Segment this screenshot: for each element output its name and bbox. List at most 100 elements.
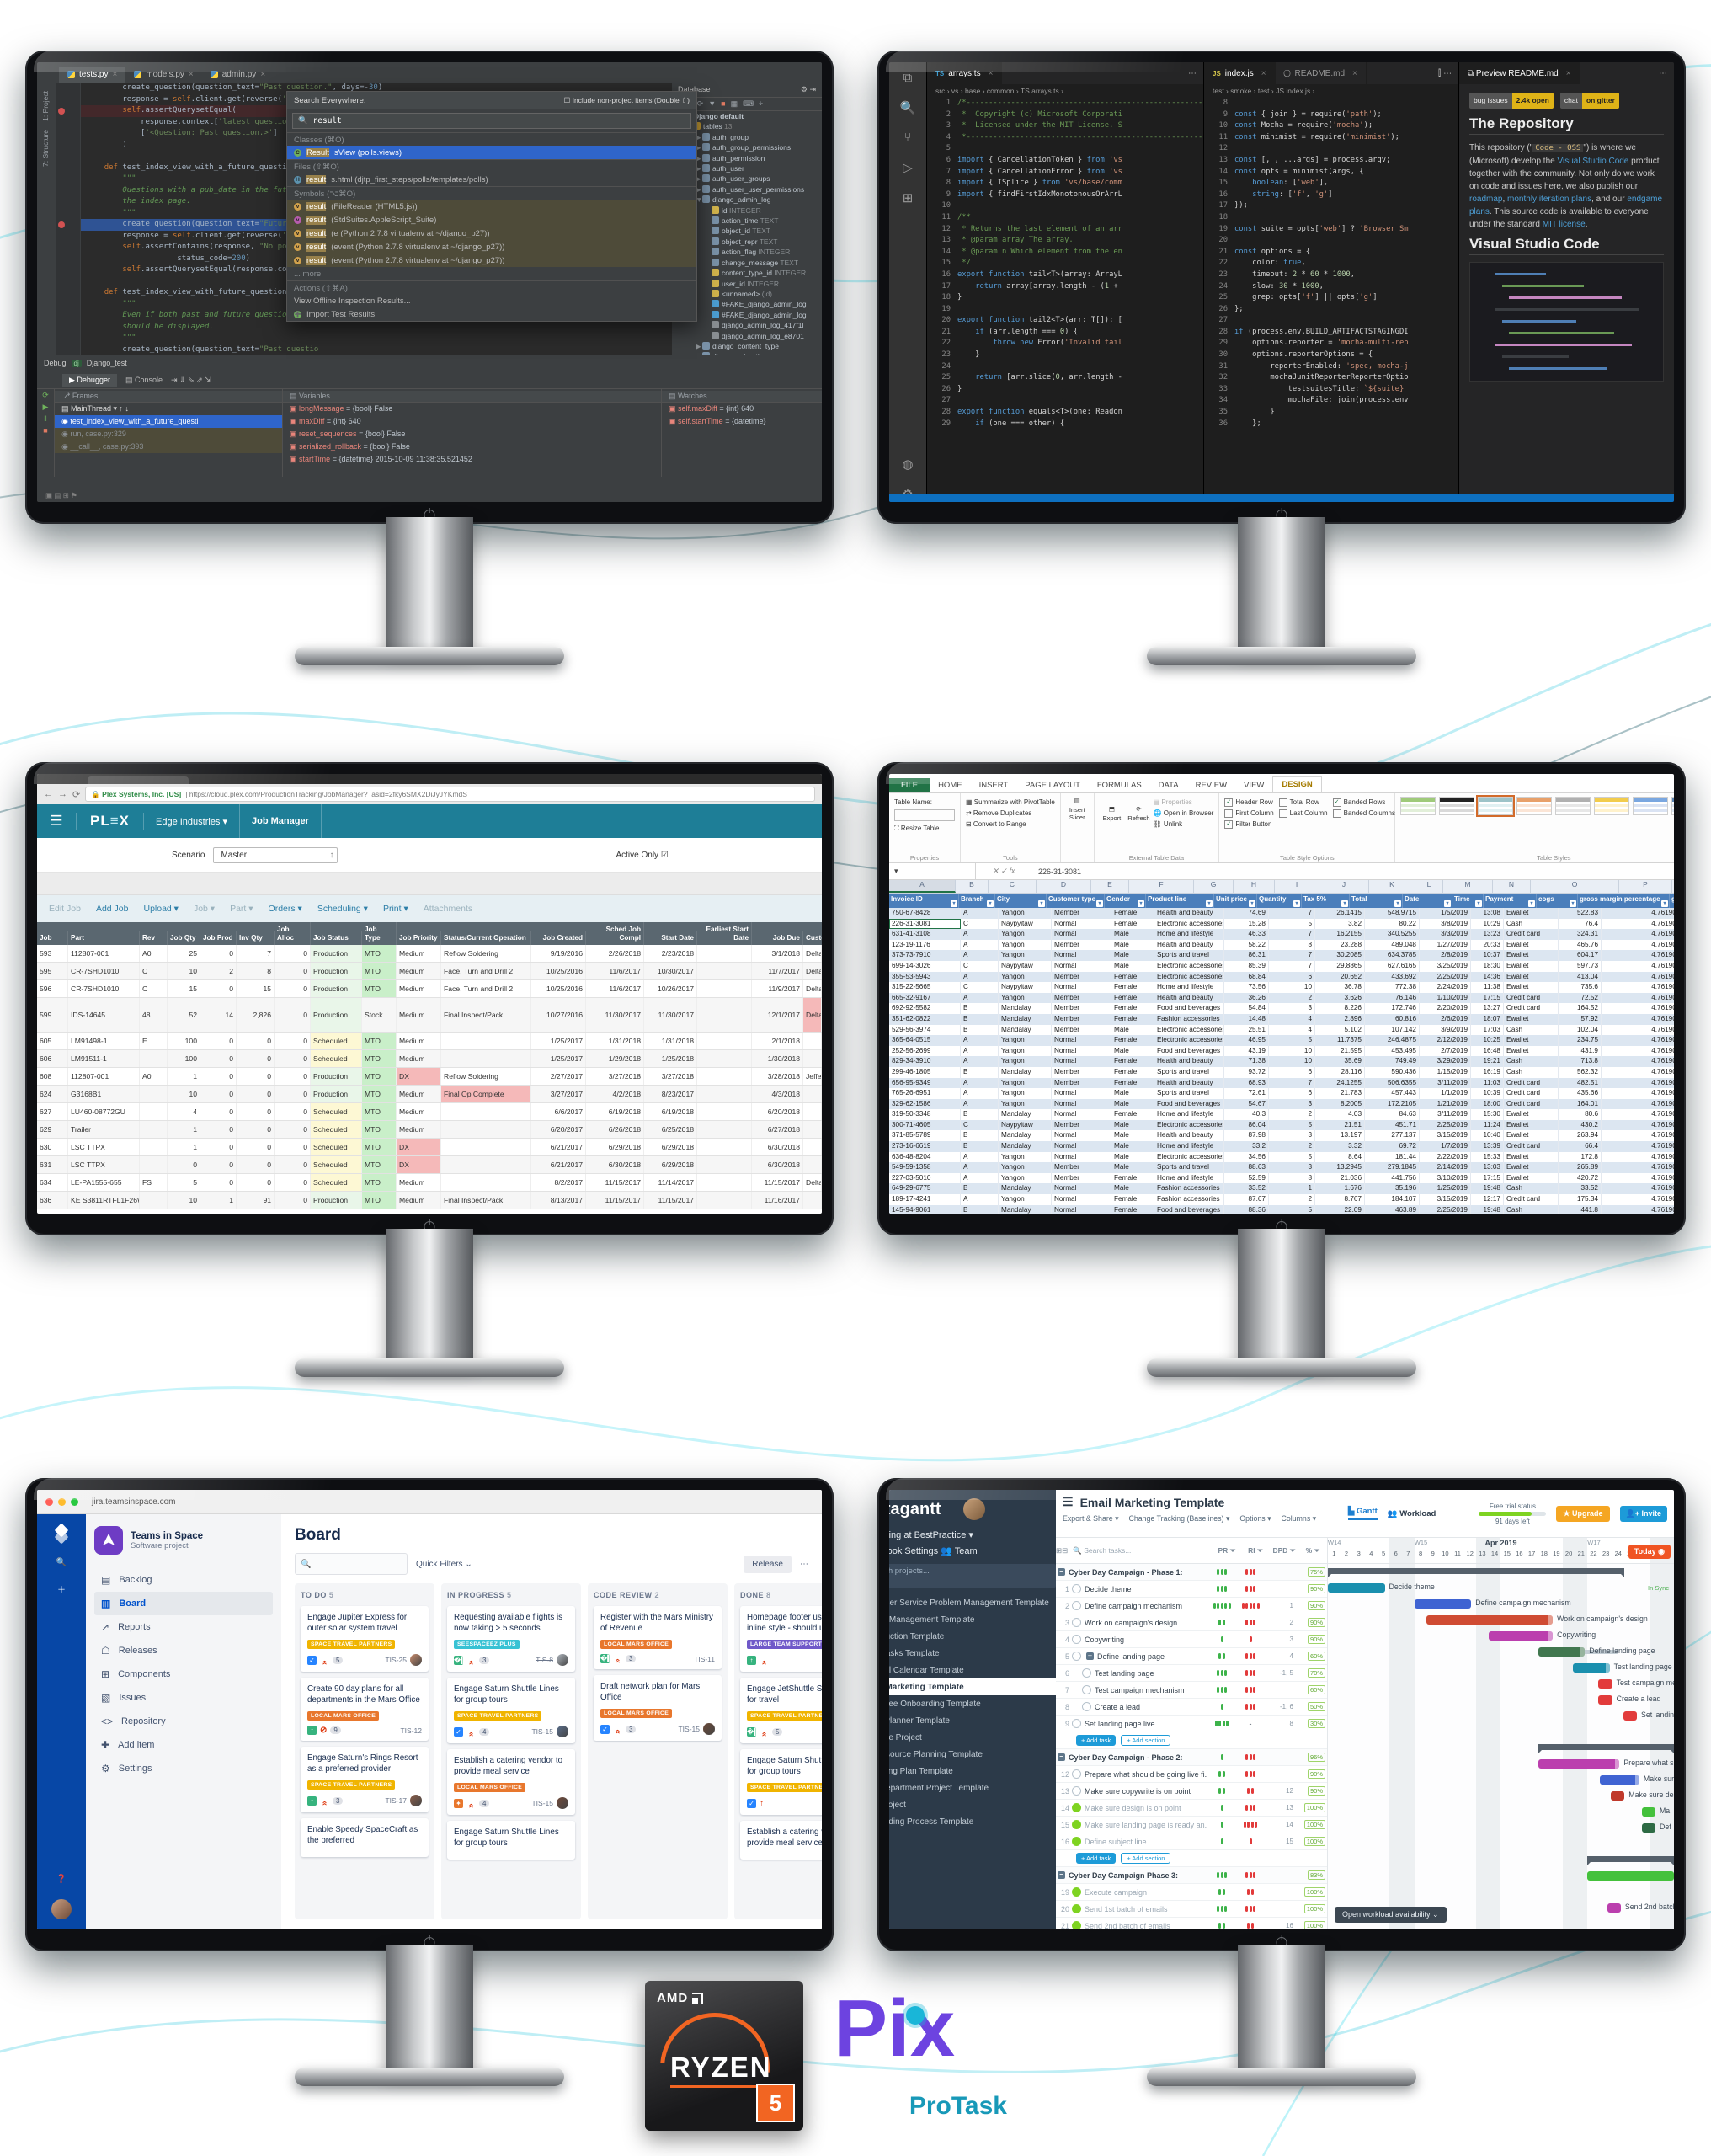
cell[interactable]: 3/3/2019	[1420, 929, 1471, 940]
table-cell[interactable]: MTO	[362, 945, 397, 962]
table-cell[interactable]: 0	[200, 1156, 237, 1173]
cell[interactable]: Ewallet	[1504, 950, 1559, 961]
cell[interactable]: Member	[1052, 1066, 1111, 1078]
table-cell[interactable]: CR-7SHD1010	[68, 963, 140, 979]
assignee-avatar[interactable]	[557, 1797, 568, 1809]
table-cell[interactable]: 11/15/2017	[644, 1192, 697, 1209]
collapse-icon[interactable]: –	[1086, 1652, 1094, 1660]
tree-node[interactable]: object_id TEXT	[672, 226, 822, 236]
menu-hamburger-icon[interactable]: ☰	[1063, 1495, 1074, 1508]
column-letter-K[interactable]: K	[1369, 880, 1415, 893]
ribbon-tab-review[interactable]: REVIEW	[1195, 781, 1228, 790]
task-row[interactable]: 13 Make sure copywrite is on point 12 90%	[1056, 1783, 1327, 1800]
cell[interactable]: 329-62-1586	[889, 1098, 961, 1110]
cell[interactable]: A	[961, 1151, 999, 1163]
filter-button-icon[interactable]: ▾	[987, 900, 994, 907]
readme-link[interactable]: MIT license	[1542, 220, 1586, 229]
section-row[interactable]: – Cyber Day Campaign Phase 3: 83%	[1056, 1867, 1327, 1884]
column-letter-N[interactable]: N	[1493, 880, 1531, 893]
table-cell[interactable]: A0	[140, 945, 168, 962]
issue-card[interactable]: Engage Saturn Shuttle Lines for group to…	[447, 1821, 575, 1860]
tree-node[interactable]: content_type_id INTEGER	[672, 268, 822, 278]
cell[interactable]: 4.761904762	[1602, 1078, 1674, 1089]
task-check-circle[interactable]	[1072, 1887, 1081, 1897]
cell[interactable]: 463.89	[1365, 1204, 1420, 1214]
table-cell[interactable]: 11/30/2017	[586, 998, 644, 1032]
filter-button-icon[interactable]: ▾	[1341, 900, 1348, 907]
cell[interactable]: Female	[1111, 1194, 1154, 1205]
day-10[interactable]: 10	[1442, 1550, 1449, 1557]
task-check-circle[interactable]	[1072, 1719, 1081, 1728]
help-icon[interactable]: ❓	[56, 1875, 67, 1884]
table-cell[interactable]	[441, 1050, 531, 1067]
tree-node[interactable]: ▶ auth_group	[672, 132, 822, 142]
tree-node[interactable]: ▶ auth_permission	[672, 153, 822, 163]
cell[interactable]: 145-94-9061	[889, 1204, 961, 1214]
cell[interactable]: A	[961, 929, 999, 940]
cell[interactable]: Ewallet	[1504, 1172, 1559, 1184]
user-avatar[interactable]	[962, 1498, 985, 1520]
cell[interactable]: 451.71	[1365, 1119, 1420, 1131]
cell[interactable]: 11:24	[1471, 1119, 1504, 1131]
table-cell[interactable]: 6/26/2018	[586, 1121, 644, 1138]
today-button[interactable]: Today ◉	[1628, 1545, 1671, 1559]
cell[interactable]: B	[961, 1130, 999, 1142]
cell[interactable]: Health and beauty	[1154, 1077, 1224, 1089]
filter-button-icon[interactable]: ▾	[1293, 900, 1300, 907]
panel-gear-icon[interactable]: ⚙ ⇥	[800, 85, 816, 93]
cell[interactable]: 2/14/2019	[1420, 1162, 1471, 1173]
cell[interactable]: 17:15	[1471, 1172, 1504, 1184]
cell[interactable]: 2.896	[1315, 1013, 1365, 1025]
table-cell[interactable]: 6/25/2018	[644, 1121, 697, 1138]
cell[interactable]: 164.01	[1559, 1098, 1602, 1110]
option-banded-rows[interactable]: ✓ Banded Rows	[1332, 797, 1395, 808]
task-row[interactable]: 19 Execute campaign 100%	[1056, 1884, 1327, 1901]
cell[interactable]: Health and beauty	[1154, 992, 1224, 1004]
table-cell[interactable]: MTO	[362, 963, 397, 979]
cell[interactable]: 86.04	[1224, 1119, 1269, 1131]
column-header[interactable]: Job Priority	[397, 930, 441, 945]
table-cell[interactable]: Final Inspect/Pack	[441, 1192, 531, 1209]
column-header[interactable]: Job Due	[752, 930, 803, 945]
cell[interactable]: Male	[1111, 1141, 1154, 1152]
add-task-button[interactable]: + Add task	[1076, 1735, 1117, 1746]
cell[interactable]: Credit card	[1504, 929, 1559, 940]
cell[interactable]: 13:08	[1471, 908, 1504, 919]
cell[interactable]: Yangon	[999, 1194, 1052, 1205]
cell[interactable]: 73.56	[1224, 982, 1269, 993]
cell[interactable]: 123-19-1176	[889, 939, 961, 951]
cell[interactable]: 17:15	[1471, 992, 1504, 1004]
cell[interactable]: 4.761904762	[1602, 1130, 1674, 1141]
table-cell[interactable]: 627	[37, 1103, 68, 1120]
workspace-switcher[interactable]: Marketing at BestPractice ▾	[889, 1530, 973, 1540]
sidebar-item-components[interactable]: ⊞ Components	[101, 1668, 171, 1680]
table-cell[interactable]: 3/27/2018	[586, 1068, 644, 1085]
tree-node[interactable]: ▶ auth_user	[672, 163, 822, 173]
table-cell[interactable]: Medium	[397, 998, 441, 1032]
cell[interactable]: A	[961, 1035, 999, 1046]
table-cell[interactable]	[441, 1174, 531, 1191]
editor-tab-models.py[interactable]: models.py ×	[125, 67, 201, 83]
cell[interactable]: Member	[1052, 1024, 1111, 1036]
sidebar-item-backlog[interactable]: ▤ Backlog	[101, 1574, 152, 1586]
task-row[interactable]: 21 Send 2nd batch of emails 16 100%	[1056, 1918, 1327, 1929]
column-header[interactable]: Inv Qty	[237, 930, 275, 945]
cell[interactable]: 692-92-5582	[889, 1003, 961, 1014]
table-cell[interactable]	[697, 945, 752, 962]
filter-button-icon[interactable]: ▾	[951, 900, 957, 907]
column-header[interactable]: Job Status	[311, 930, 362, 945]
ribbon-tab-page layout[interactable]: PAGE LAYOUT	[1025, 781, 1080, 790]
header-date[interactable]: Date ▾	[1403, 894, 1452, 908]
task-row[interactable]: 7 Test campaign mechanism 60%	[1056, 1682, 1327, 1699]
table-cell[interactable]: 634	[37, 1174, 68, 1191]
task-check-circle[interactable]	[1072, 1601, 1081, 1610]
tools-0[interactable]: ▦ Summarize with PivotTable	[966, 798, 1055, 806]
cell[interactable]: Female	[1111, 1056, 1154, 1067]
task-bar[interactable]: Ma	[1641, 1806, 1670, 1817]
cell[interactable]: 8.2005	[1315, 1098, 1365, 1110]
close-window-button[interactable]	[45, 1497, 53, 1506]
cell[interactable]: 52.59	[1224, 1172, 1269, 1184]
table-style-swatch[interactable]	[1594, 797, 1630, 815]
cell[interactable]: 3/10/2019	[1420, 1172, 1471, 1184]
cell[interactable]: 4.761904762	[1602, 929, 1674, 940]
